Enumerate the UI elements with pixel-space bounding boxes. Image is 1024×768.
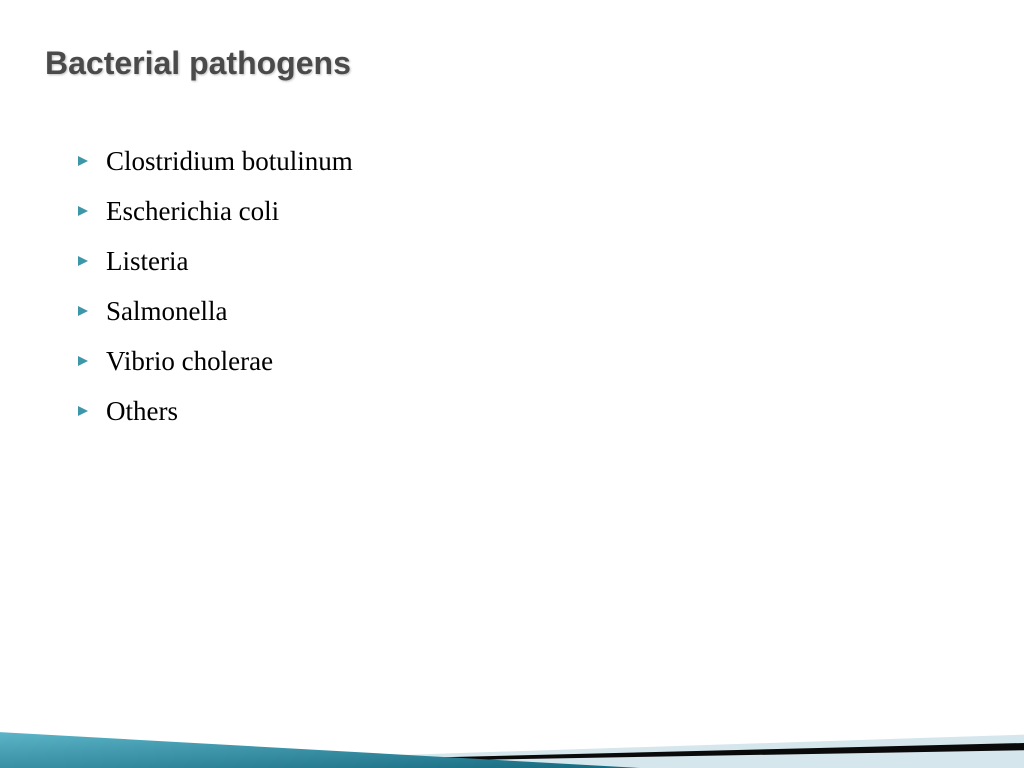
slide: Bacterial pathogens Clostridium botulinu… [0, 0, 1024, 768]
list-item: Vibrio cholerae [78, 340, 353, 382]
triangle-bullet-icon [78, 156, 88, 166]
list-item-label: Clostridium botulinum [106, 146, 353, 177]
list-item: Clostridium botulinum [78, 140, 353, 182]
list-item-label: Others [106, 396, 178, 427]
slide-title: Bacterial pathogens [45, 45, 351, 82]
triangle-bullet-icon [78, 406, 88, 416]
list-item: Salmonella [78, 290, 353, 332]
triangle-bullet-icon [78, 356, 88, 366]
list-item-label: Listeria [106, 246, 188, 277]
list-item-label: Escherichia coli [106, 196, 279, 227]
list-item: Escherichia coli [78, 190, 353, 232]
deco-triangle-teal [0, 732, 640, 768]
list-item-label: Vibrio cholerae [106, 346, 273, 377]
bullet-list: Clostridium botulinum Escherichia coli L… [78, 140, 353, 440]
triangle-bullet-icon [78, 206, 88, 216]
triangle-bullet-icon [78, 306, 88, 316]
list-item: Listeria [78, 240, 353, 282]
list-item-label: Salmonella [106, 296, 227, 327]
list-item: Others [78, 390, 353, 432]
slide-decoration [0, 568, 1024, 768]
deco-triangle-light [0, 735, 1024, 768]
triangle-bullet-icon [78, 256, 88, 266]
deco-triangle-black [0, 743, 1024, 768]
